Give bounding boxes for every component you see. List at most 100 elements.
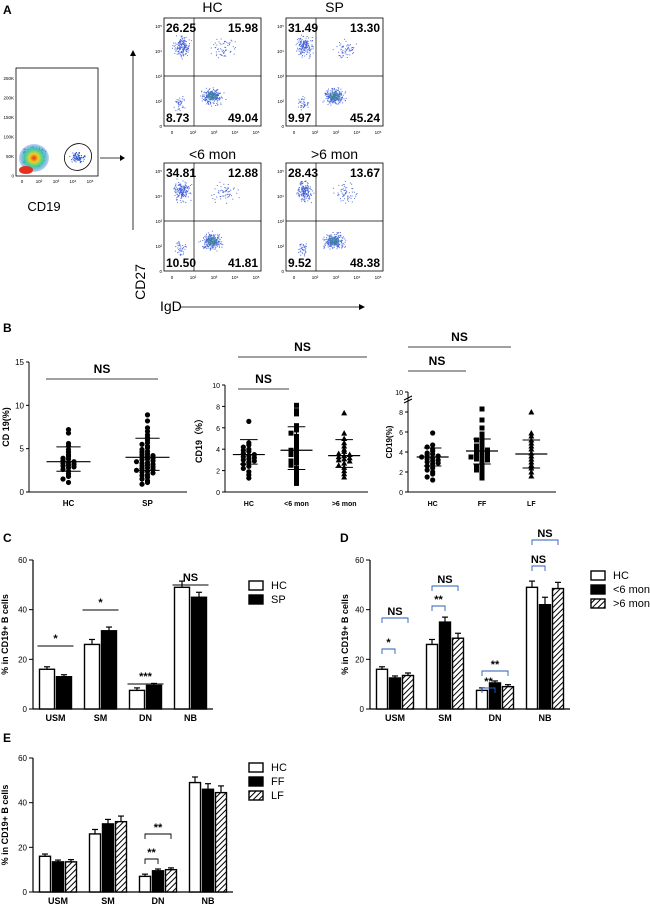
x-tick-label: DN (152, 896, 165, 906)
facs-event-dot (306, 36, 308, 37)
facs-event-dot (328, 102, 330, 104)
facs-event-dot (298, 187, 300, 189)
facs-event-dot (339, 235, 341, 237)
facs-event-dot (302, 42, 304, 43)
facs-x-tick-label: 0 (293, 275, 296, 280)
facs-event-dot (175, 192, 177, 194)
facs-event-dot (327, 244, 329, 246)
facs-event-dot (179, 40, 181, 42)
facs-event-dot (220, 104, 222, 106)
facs-event-dot (205, 240, 207, 242)
facs-event-dot (336, 248, 338, 250)
facs-event-dot (328, 98, 330, 100)
facs-event-dot (222, 50, 224, 51)
x-tick-label: USM (46, 713, 66, 723)
facs-event-dot (203, 99, 204, 100)
facs-event-dot (326, 242, 328, 244)
facs-event-dot (303, 41, 304, 43)
facs-event-dot (338, 98, 340, 100)
data-point (251, 458, 257, 464)
facs-event-dot (326, 241, 328, 243)
facs-event-dot (214, 47, 216, 49)
facs-event-dot (298, 189, 300, 191)
quadrant-ur-value: 12.88 (228, 166, 258, 180)
facs-event-dot (214, 234, 216, 236)
facs-event-dot (310, 193, 312, 195)
data-point (430, 430, 436, 436)
facs-event-dot (181, 193, 183, 195)
data-point (485, 457, 490, 463)
facs-event-dot (183, 45, 185, 47)
facs-event-dot (303, 49, 305, 51)
facs-event-dot (337, 194, 339, 196)
facs-plot-frame (285, 162, 384, 272)
facs-event-dot (176, 35, 177, 37)
facs-event-dot (300, 53, 302, 54)
facs-event-dot (300, 191, 301, 193)
facs-event-dot (332, 49, 334, 51)
facs-event-dot (304, 181, 306, 182)
legend-swatch (590, 584, 606, 595)
y-axis-label: CD19（%） (194, 414, 204, 463)
facs-event-dot (301, 50, 303, 52)
panel-letter-a: A (3, 3, 12, 17)
facs-event-dot (302, 45, 304, 47)
facs-event-dot (227, 45, 229, 46)
facs-event-dot (180, 184, 182, 186)
facs-event-dot (179, 245, 181, 247)
facs-event-dot (216, 99, 218, 101)
gate-arrowhead (120, 155, 125, 161)
facs-event-dot (325, 243, 327, 245)
facs-event-dot (183, 188, 185, 190)
facs-event-dot (198, 241, 200, 243)
data-point (144, 479, 151, 486)
significance-label: NS (183, 572, 198, 584)
facs-event-dot (301, 43, 303, 45)
data-point (430, 477, 436, 483)
facs-event-dot (344, 190, 346, 192)
facs-event-dot (182, 196, 184, 198)
facs-event-dot (299, 194, 301, 196)
facs-event-dot (180, 39, 182, 41)
facs-event-dot (301, 44, 303, 46)
facs-event-dot (307, 103, 309, 105)
facs-event-dot (209, 236, 211, 238)
facs-event-dot (209, 100, 211, 102)
facs-event-dot (337, 99, 338, 101)
facs-event-dot (302, 186, 304, 188)
facs-event-dot (185, 50, 187, 52)
bar (64, 861, 78, 893)
facs-event-dot (233, 187, 235, 189)
facs-event-dot (178, 49, 180, 51)
facs-event-dot (180, 44, 182, 46)
igd-label: IgD (160, 298, 182, 314)
facs-event-dot (331, 236, 333, 238)
facs-event-dot (178, 241, 180, 243)
facs-event-dot (184, 245, 186, 247)
facs-event-dot (215, 90, 217, 91)
facs-event-dot (339, 55, 341, 56)
facs-event-dot (331, 244, 333, 246)
bar (388, 677, 402, 710)
facs-event-dot (214, 237, 216, 239)
gating-event-dot (75, 158, 77, 160)
facs-event-dot (185, 195, 187, 196)
facs-event-dot (181, 47, 182, 49)
facs-event-dot (206, 242, 208, 243)
facs-event-dot (230, 50, 232, 52)
facs-event-dot (332, 232, 334, 233)
facs-event-dot (300, 43, 302, 45)
facs-event-dot (175, 183, 177, 185)
facs-event-dot (181, 39, 182, 41)
facs-event-dot (226, 202, 228, 204)
facs-event-dot (312, 52, 314, 54)
facs-event-dot (298, 38, 300, 39)
y-tick-label: 10 (395, 390, 403, 397)
legend-label: FF (271, 776, 285, 788)
gating-density-peak (19, 166, 33, 174)
facs-event-dot (208, 104, 210, 105)
facs-event-dot (333, 244, 335, 246)
facs-event-dot (223, 51, 225, 53)
facs-y-tick-label: 10² (155, 99, 162, 104)
